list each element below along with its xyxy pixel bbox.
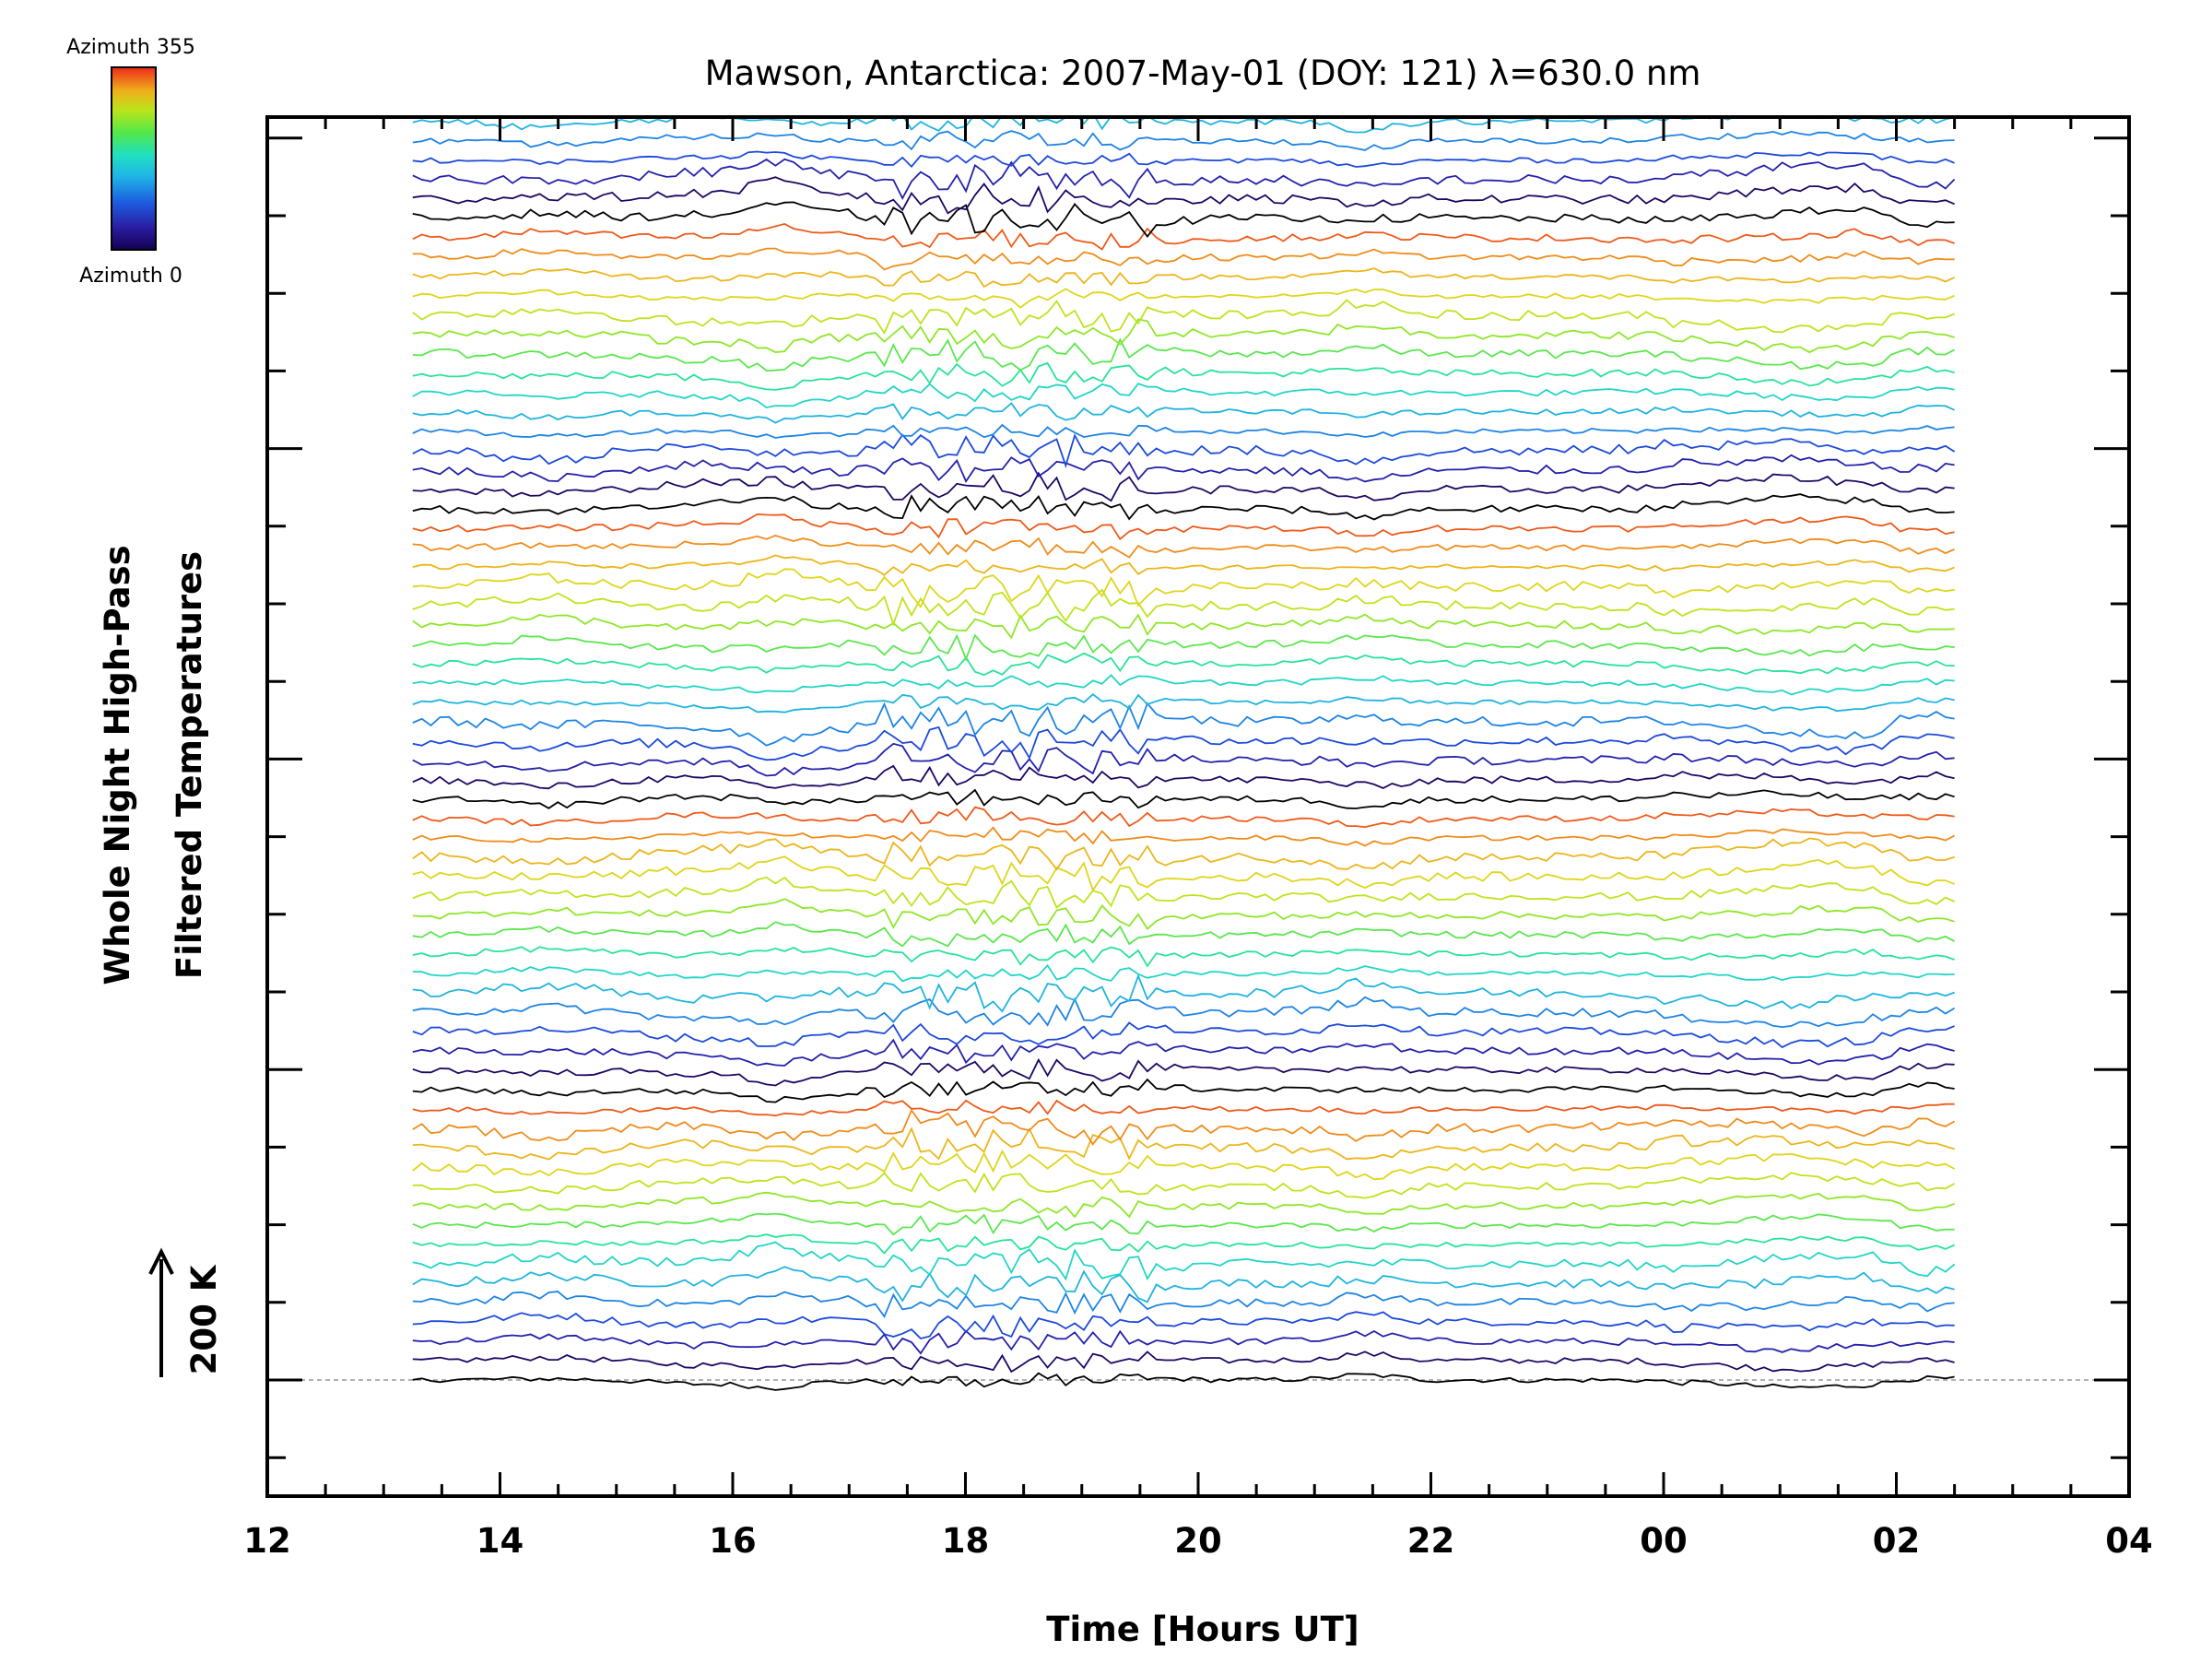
y-axis-label-line2: Filtered Temperatures [170,551,209,979]
y-axis-label: Whole Night High-Pass Filtered Temperatu… [98,545,209,985]
temperature-trace [413,15,1955,36]
temperature-trace [412,554,1955,576]
temperature-trace [412,826,1956,847]
scale-arrow-head [148,1247,174,1275]
temperature-trace [412,1021,1955,1049]
temperature-trace [412,454,1955,483]
azimuth-legend: Azimuth 355 Azimuth 0 [66,36,195,288]
temperature-trace [412,1350,1955,1374]
temperature-trace [412,876,1955,909]
temperature-trace [412,855,1955,892]
temperature-trace [412,702,1955,747]
temperature-trace [412,1329,1955,1355]
temperature-trace [412,1191,1955,1219]
x-tick-label: 14 [477,1521,524,1561]
temperature-trace [412,1108,1956,1146]
temperature-trace [412,1241,1956,1281]
temperature-trace [412,318,1955,354]
temperature-trace [412,247,1955,271]
temperature-trace [412,1172,1956,1199]
temperature-trace [412,1078,1955,1103]
y-axis-label-line1: Whole Night High-Pass [98,545,137,985]
temperature-trace [412,973,1955,1013]
x-tick-label: 00 [1640,1521,1688,1561]
temperature-trace [412,337,1956,372]
temperature-trace [413,90,1955,112]
temperature-trace [412,1099,1955,1117]
temperature-trace [412,1038,1955,1067]
azimuth-legend-top-label: Azimuth 355 [66,36,195,59]
chart-title: Mawson, Antarctica: 2007-May-01 (DOY: 12… [705,53,1701,93]
azimuth-colorbar [111,66,157,251]
temperature-trace [412,513,1955,541]
x-tick-label: 18 [942,1521,990,1561]
temperature-trace [412,150,1955,169]
temperature-trace [412,996,1956,1029]
temperature-trace [412,633,1955,662]
temperature-trace [412,201,1955,238]
temperature-trace [412,1212,1955,1236]
temperature-trace [412,402,1955,424]
temperature-trace [412,652,1955,677]
x-tick-label: 22 [1407,1521,1455,1561]
temperature-trace [412,176,1955,215]
traces-group [412,0,1956,1391]
temperature-trace [412,1057,1955,1087]
temperature-trace [412,693,1955,714]
temperature-trace [412,1149,1956,1181]
temperature-trace [412,158,1956,200]
temperature-trace [412,299,1955,336]
x-tick-label: 02 [1873,1521,1921,1561]
temperature-trace [412,1126,1955,1161]
temperature-trace [412,1266,1955,1303]
temperature-trace [412,471,1955,502]
temperature-trace [412,898,1955,930]
temperature-trace [413,0,1955,19]
temperature-trace [412,568,1955,609]
x-tick-label: 12 [243,1521,291,1561]
temperature-trace [412,1372,1955,1391]
scale-indicator: 200 K [148,1247,224,1377]
scale-label: 200 K [184,1264,224,1374]
temperature-trace [412,674,1955,696]
temperature-trace [412,742,1955,777]
x-axis-label: Time [Hours UT] [1046,1610,1359,1649]
temperature-trace [412,267,1955,289]
temperature-trace [412,588,1955,627]
temperature-trace [412,534,1955,559]
temperature-trace [412,361,1955,391]
temperature-trace [412,921,1956,948]
temperature-trace [412,433,1956,469]
temperature-trace [412,383,1955,409]
temperature-trace [412,946,1955,968]
temperature-trace [412,1233,1955,1255]
temperature-trace [412,764,1955,790]
temperature-trace [412,788,1955,809]
temperature-trace [412,613,1955,640]
y-axis-ticks [267,136,2129,1459]
temperature-trace [412,493,1955,521]
temperature-trace [412,222,1955,251]
temperature-trace [412,130,1955,151]
temperature-trace [412,963,1955,983]
temperature-trace [412,725,1955,761]
temperature-trace [412,1311,1955,1339]
temperature-trace [412,288,1955,309]
x-tick-label: 04 [2105,1521,2153,1561]
temperature-trace [412,806,1955,829]
temperature-trace [412,1291,1955,1319]
x-tick-label: 20 [1174,1521,1222,1561]
temperature-trace [412,423,1955,439]
temperature-trace [412,837,1955,871]
x-axis-tick-labels: 12 14 16 18 20 22 00 02 04 [243,1521,2153,1561]
azimuth-legend-bottom-label: Azimuth 0 [79,265,182,288]
x-axis-ticks [265,117,2131,1496]
temperature-trace [412,115,1955,134]
x-tick-label: 16 [709,1521,757,1561]
